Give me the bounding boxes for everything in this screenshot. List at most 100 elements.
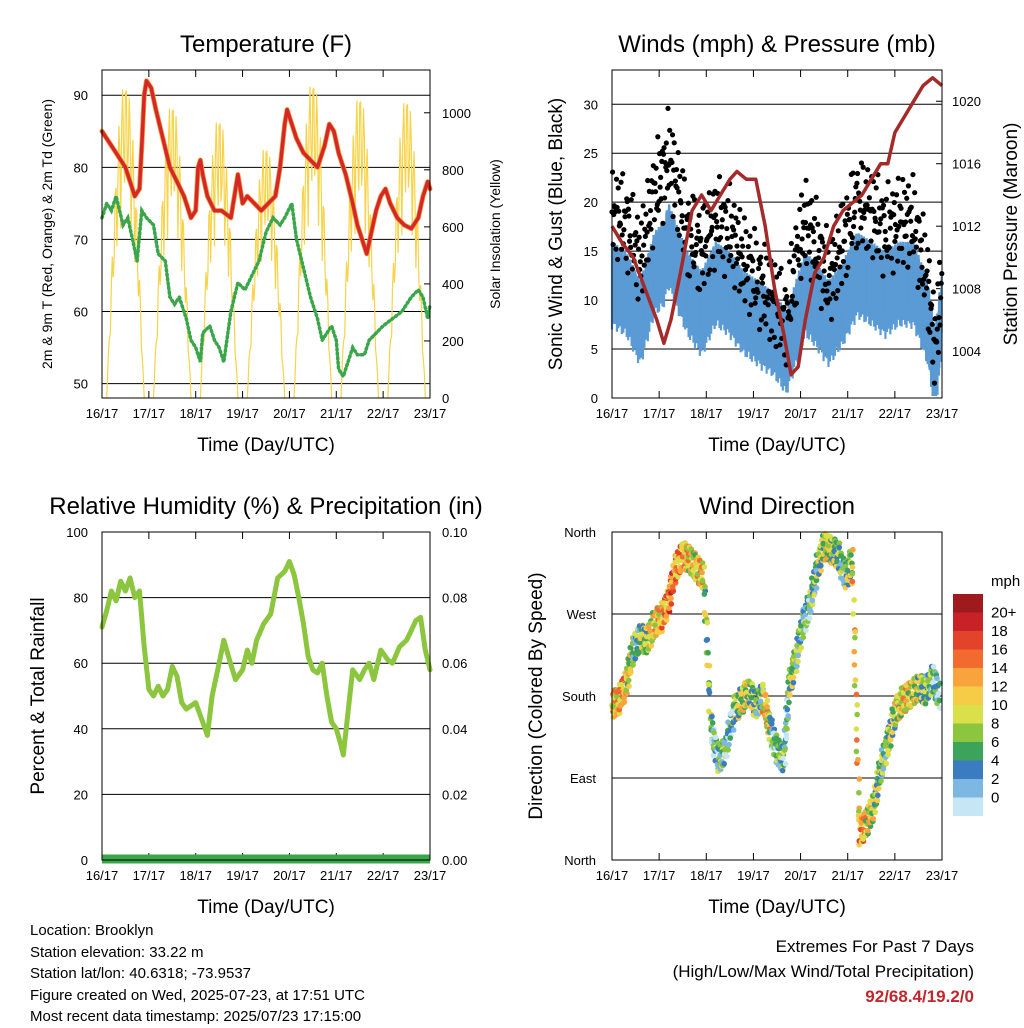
direction-point xyxy=(890,709,896,715)
direction-point xyxy=(874,797,881,804)
legend-label: 18 xyxy=(991,623,1008,640)
elevation-text: Station elevation: 33.22 m xyxy=(30,943,204,961)
gust-point xyxy=(862,207,868,213)
gust-point xyxy=(854,170,861,177)
gust-point xyxy=(936,259,943,265)
legend-label: 10 xyxy=(991,697,1008,714)
gust-point xyxy=(655,207,661,213)
direction-point xyxy=(934,675,940,682)
gust-point xyxy=(771,334,777,340)
x-tick-label: 21/17 xyxy=(320,868,353,883)
gust-point xyxy=(900,176,906,183)
y2-tick-label: 0.08 xyxy=(442,591,467,606)
gust-point xyxy=(657,184,663,190)
legend-swatch xyxy=(953,742,983,761)
y-tick-label: 80 xyxy=(74,160,88,175)
y-tick-label: 90 xyxy=(74,88,88,103)
gust-point xyxy=(811,239,817,245)
gust-point xyxy=(832,261,839,268)
gust-point xyxy=(763,255,770,261)
x-tick-label: 23/17 xyxy=(414,406,447,421)
gust-point xyxy=(613,246,619,252)
x-tick-label: 16/17 xyxy=(86,868,119,883)
y-tick-label: 10 xyxy=(584,293,598,308)
gust-point xyxy=(853,245,859,251)
x-tick-label: 21/17 xyxy=(831,868,864,883)
gust-point xyxy=(709,224,715,230)
plot-border xyxy=(101,531,431,861)
gust-point xyxy=(835,228,841,234)
gust-point xyxy=(695,228,702,235)
gust-point xyxy=(832,241,838,248)
extremes-subtitle: (High/Low/Max Wind/Total Precipitation) xyxy=(672,962,974,981)
gust-point xyxy=(637,259,643,265)
gust-point xyxy=(875,248,882,254)
direction-point xyxy=(614,693,620,700)
gust-point xyxy=(727,244,733,250)
gust-point xyxy=(860,238,866,244)
y2-tick-label: 0.06 xyxy=(442,656,467,671)
gust-point xyxy=(881,213,887,219)
legend-label: 20+ xyxy=(991,605,1017,622)
gust-point xyxy=(910,171,916,178)
gust-point xyxy=(627,233,633,239)
gust-point xyxy=(850,170,856,176)
direction-point xyxy=(783,725,789,731)
x-tick-label: 23/17 xyxy=(926,868,959,883)
gust-point xyxy=(918,247,924,253)
gust-point xyxy=(624,198,630,205)
gust-point xyxy=(831,266,837,273)
direction-point xyxy=(783,731,790,738)
direction-point xyxy=(710,752,717,759)
gust-point xyxy=(626,238,633,244)
gust-point xyxy=(784,293,790,300)
x-tick-label: 20/17 xyxy=(784,406,817,421)
gust-point xyxy=(924,268,930,274)
gust-point xyxy=(721,273,728,279)
gust-point xyxy=(645,177,651,184)
gust-point xyxy=(667,127,673,133)
gust-point xyxy=(734,243,740,249)
gust-point xyxy=(728,252,734,259)
gust-point xyxy=(616,208,622,214)
gust-point xyxy=(673,166,680,173)
y-tick-label: 60 xyxy=(74,304,88,319)
direction-point xyxy=(918,684,925,690)
x-tick-label: 22/17 xyxy=(879,406,912,421)
direction-point xyxy=(850,546,856,553)
solar-insolation-line xyxy=(106,89,145,399)
gust-point xyxy=(839,248,845,254)
gust-point xyxy=(843,272,849,279)
direction-point xyxy=(764,704,770,710)
gust-point xyxy=(865,167,871,173)
gust-point xyxy=(668,180,675,186)
y-tick-label: 20 xyxy=(584,195,598,210)
y2-tick-label: 1012 xyxy=(952,219,981,234)
gust-point xyxy=(811,215,818,222)
direction-point xyxy=(820,540,827,547)
direction-point xyxy=(621,699,628,705)
y-tick-label: 5 xyxy=(591,342,598,357)
gust-point xyxy=(617,221,624,227)
gust-point xyxy=(739,254,745,260)
gust-point xyxy=(839,280,845,287)
y2-tick-label: 0.10 xyxy=(442,525,467,540)
y-tick-label: 70 xyxy=(74,232,88,247)
gust-point xyxy=(675,149,681,156)
gust-point xyxy=(787,259,793,265)
gust-point xyxy=(773,343,779,350)
direction-point xyxy=(793,668,800,675)
gust-point xyxy=(851,214,857,221)
gust-point xyxy=(621,227,627,233)
gust-point xyxy=(904,195,910,201)
gust-point xyxy=(842,218,848,224)
direction-point xyxy=(760,683,766,690)
y2-tick-label: 0.04 xyxy=(442,722,467,737)
direction-point xyxy=(930,679,936,686)
gust-point xyxy=(858,225,864,231)
x-tick-label: 23/17 xyxy=(926,406,959,421)
gust-point xyxy=(809,197,815,204)
direction-point xyxy=(849,578,856,585)
legend-swatch xyxy=(953,797,983,816)
x-tick-label: 22/17 xyxy=(879,868,912,883)
